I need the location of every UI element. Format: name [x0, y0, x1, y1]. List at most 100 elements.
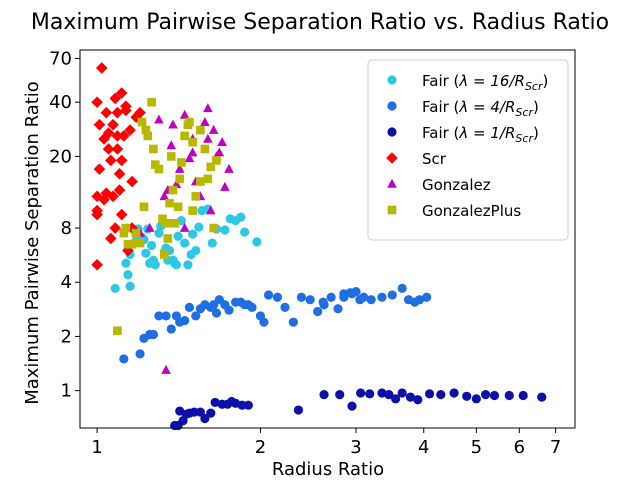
data-point [141, 125, 151, 135]
data-point [161, 364, 171, 374]
data-point [191, 311, 201, 321]
data-point [179, 222, 190, 232]
data-point [209, 223, 218, 233]
data-point [154, 164, 164, 174]
data-point [119, 354, 129, 364]
data-point [107, 190, 119, 203]
data-point [184, 302, 195, 312]
data-point [210, 397, 220, 408]
data-point [113, 168, 126, 180]
data-point [166, 140, 177, 150]
legend-label: Fair (λ = 16/RScr) [422, 72, 548, 93]
data-point [91, 204, 103, 217]
legend-label: GonzalezPlus [422, 202, 521, 220]
data-point [391, 394, 401, 404]
data-point [335, 390, 345, 400]
data-point [122, 244, 134, 257]
data-point [203, 174, 213, 184]
data-point [113, 184, 126, 196]
data-point [263, 290, 274, 300]
data-point [397, 388, 407, 398]
legend: Fair (λ = 16/RScr) Fair (λ = 4/RScr) Fair … [367, 59, 569, 241]
data-point [110, 283, 120, 293]
data-point [179, 109, 190, 119]
plot-frame [79, 49, 576, 429]
data-point [196, 125, 205, 135]
data-point [95, 62, 108, 74]
data-point [147, 97, 156, 107]
data-point [188, 137, 197, 147]
data-point [105, 154, 117, 167]
data-point [177, 158, 186, 167]
data-point [111, 106, 124, 119]
data-point [168, 119, 178, 129]
data-point [462, 391, 472, 401]
data-point [180, 238, 190, 248]
data-point [115, 154, 128, 167]
data-point [200, 116, 210, 126]
data-point [100, 187, 113, 199]
data-point [173, 231, 183, 241]
data-point [237, 400, 247, 410]
data-point [247, 302, 257, 312]
data-point [159, 250, 169, 259]
legend-marker [387, 127, 397, 137]
data-point [200, 413, 210, 424]
data-point [220, 181, 230, 191]
data-point [123, 270, 133, 280]
data-point [191, 245, 201, 256]
data-point [387, 290, 397, 300]
data-point [131, 228, 141, 238]
data-point [134, 106, 146, 119]
data-point [397, 283, 407, 293]
data-point [236, 212, 246, 222]
data-point [165, 198, 174, 208]
data-point [365, 389, 375, 399]
data-point [489, 390, 500, 401]
data-point [200, 144, 210, 154]
data-point [120, 104, 132, 117]
data-point [272, 292, 283, 302]
data-point [296, 292, 307, 302]
plot-area [91, 62, 547, 431]
data-point [224, 163, 234, 173]
x-tick-label: 3 [350, 437, 361, 458]
x-tick-label: 6 [514, 437, 525, 458]
data-point [154, 114, 164, 124]
data-point [126, 175, 138, 188]
data-point [137, 117, 147, 127]
data-point [118, 130, 130, 142]
data-point [180, 315, 190, 326]
x-tick-label: 4 [418, 437, 429, 458]
data-point [206, 162, 216, 172]
data-point [173, 202, 183, 212]
data-point [150, 260, 160, 270]
legend-marker [387, 75, 397, 85]
data-point [252, 237, 262, 247]
data-point [124, 124, 136, 136]
data-point [196, 177, 205, 186]
data-point [135, 349, 145, 359]
x-tick-label: 7 [550, 437, 561, 458]
data-point [180, 131, 189, 141]
data-point [105, 232, 117, 245]
data-point [102, 143, 115, 155]
data-point [174, 163, 185, 173]
data-point [183, 260, 193, 270]
y-tick-label: 1 [61, 381, 72, 402]
data-point [149, 144, 158, 154]
data-point [109, 92, 122, 105]
data-point [111, 130, 124, 142]
data-point [115, 208, 128, 221]
x-tick-label: 1 [91, 437, 102, 458]
legend-label: Fair (λ = 4/RScr) [422, 98, 539, 119]
data-point [422, 292, 432, 302]
data-point [93, 118, 106, 131]
x-axis-label: Radius Ratio [272, 459, 384, 480]
data-point [366, 295, 376, 305]
data-point [146, 240, 157, 251]
y-tick-label: 8 [61, 218, 72, 239]
legend-label: Scr [422, 150, 447, 168]
data-point [154, 311, 164, 321]
data-point [139, 202, 149, 212]
